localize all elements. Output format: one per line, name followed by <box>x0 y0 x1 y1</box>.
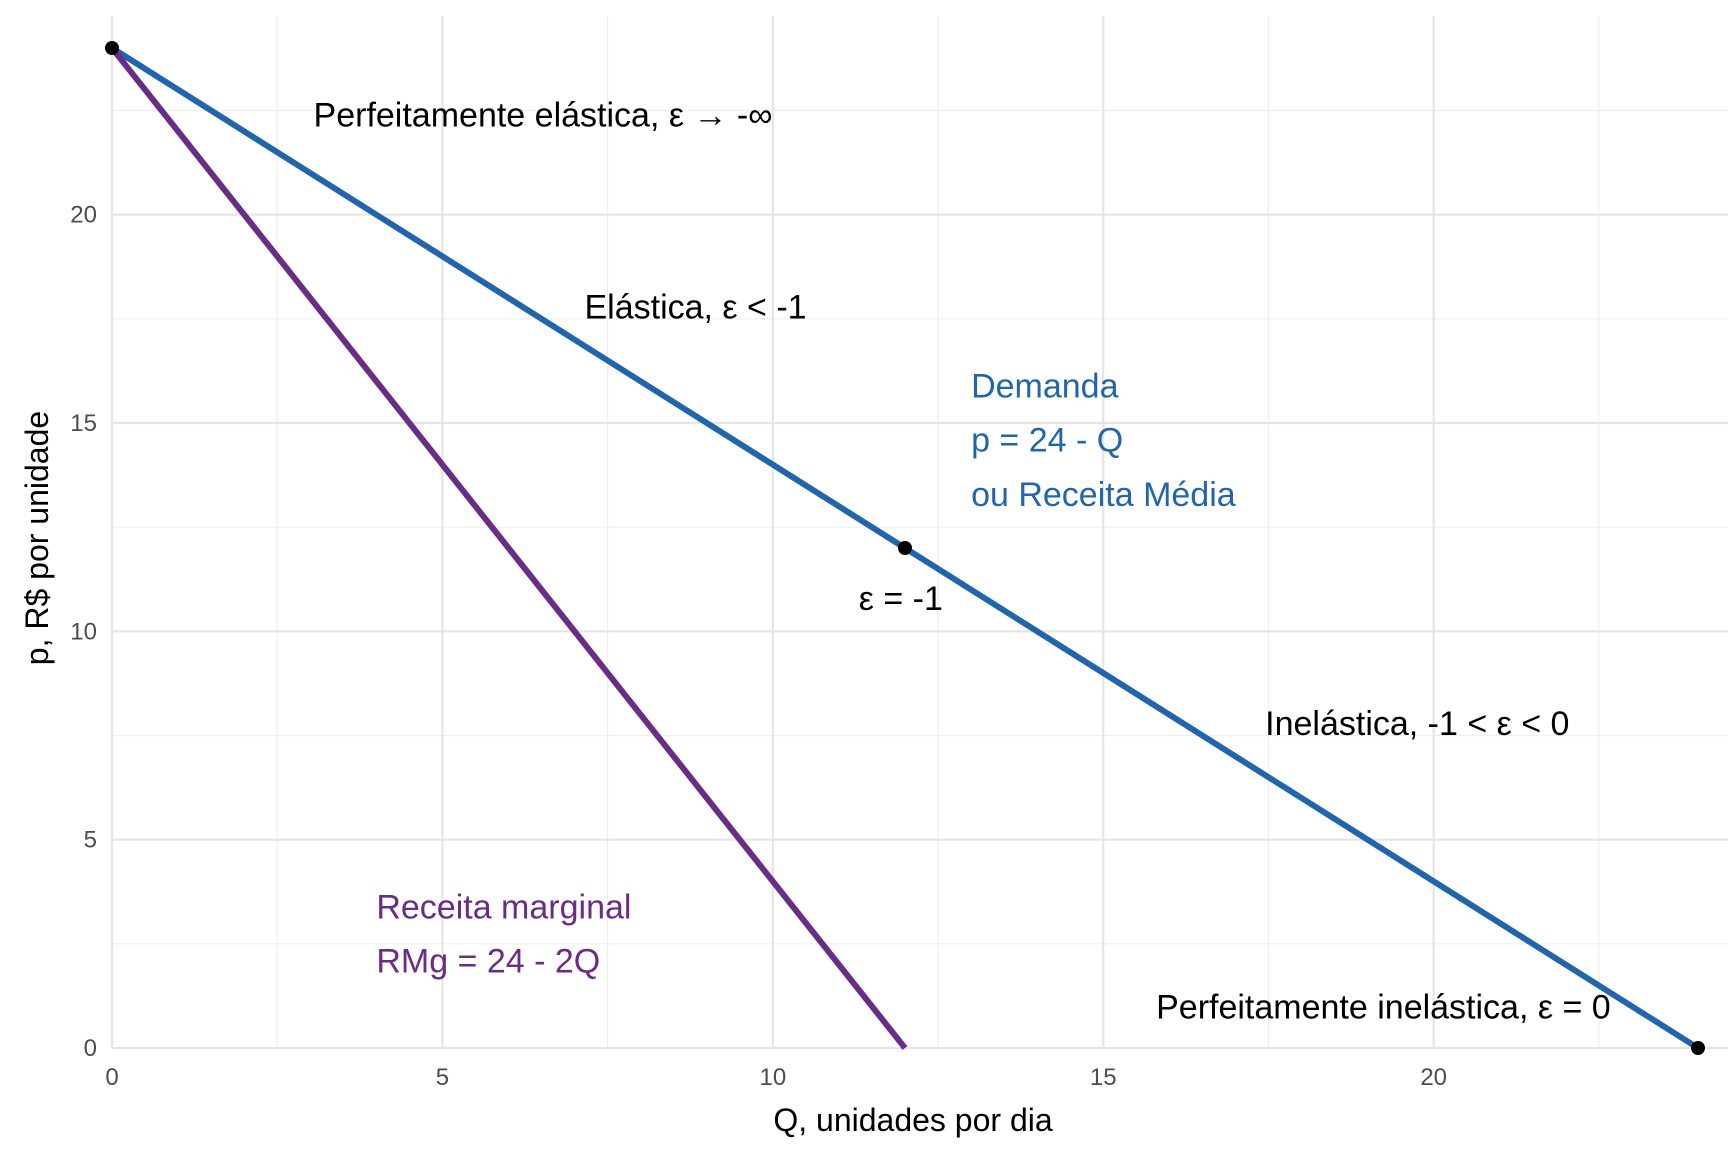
annotation-label: Elástica, ε < -1 <box>584 288 806 326</box>
data-point <box>1691 1041 1705 1055</box>
x-tick-label: 15 <box>1090 1064 1117 1091</box>
annotation-label: Inelástica, -1 < ε < 0 <box>1265 705 1569 743</box>
x-tick-label: 0 <box>105 1064 118 1091</box>
series-line-receita-marginal <box>109 46 908 1050</box>
y-tick-label: 0 <box>84 1035 97 1062</box>
annotation-label: Demanda <box>971 368 1119 406</box>
ticks-layer: 0 5 10 15 20 0 5 10 15 20 <box>70 202 1447 1091</box>
annotation-label: p = 24 - Q <box>971 422 1123 460</box>
annotation-label: RMg = 24 - 2Q <box>376 943 600 981</box>
grid-layer <box>110 16 1728 1050</box>
annotation-label: Perfeitamente elástica, ε → -∞ <box>314 97 773 135</box>
annotation-label: Perfeitamente inelástica, ε = 0 <box>1156 988 1611 1026</box>
y-tick-label: 5 <box>84 827 97 854</box>
x-tick-label: 20 <box>1420 1064 1447 1091</box>
y-tick-label: 10 <box>70 618 97 645</box>
annotation-label: ou Receita Média <box>971 476 1236 514</box>
y-tick-label: 15 <box>70 410 97 437</box>
x-tick-label: 10 <box>759 1064 786 1091</box>
annotations-layer: Perfeitamente elástica, ε → -∞ Elástica, … <box>314 97 1611 1027</box>
annotation-label: Receita marginal <box>376 888 631 926</box>
data-point <box>898 541 912 555</box>
x-tick-label: 5 <box>436 1064 449 1091</box>
x-axis-title: Q, unidades por dia <box>773 1102 1053 1138</box>
data-point <box>105 41 119 55</box>
points-layer <box>105 41 1705 1055</box>
y-tick-label: 20 <box>70 202 97 229</box>
annotation-label: ε = -1 <box>859 580 943 618</box>
y-axis-title: p, R$ por unidade <box>19 411 55 665</box>
